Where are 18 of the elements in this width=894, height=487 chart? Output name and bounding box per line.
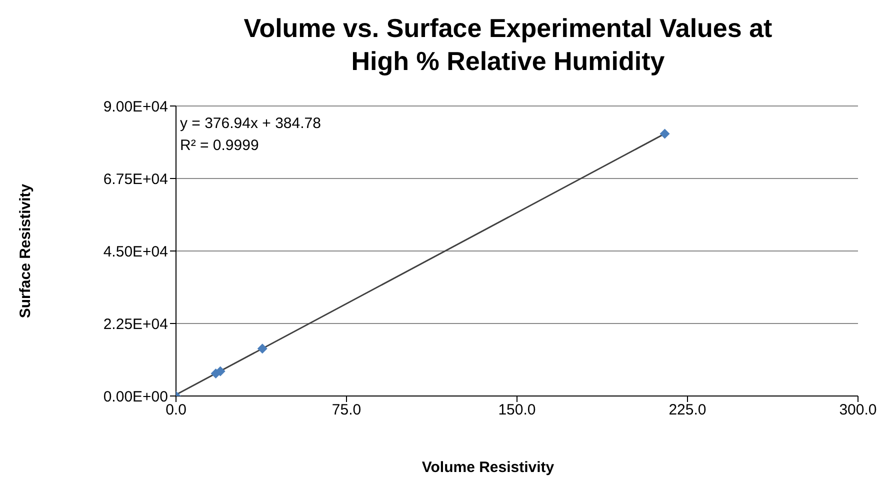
x-tick-label: 150.0	[498, 402, 536, 419]
point	[215, 366, 226, 376]
x-tick-label: 75.0	[332, 402, 362, 419]
point	[257, 344, 268, 354]
y-tick-label: 9.00E+04	[103, 98, 168, 116]
x-tick-label: 0.0	[166, 402, 186, 419]
y-tick-label: 4.50E+04	[103, 243, 168, 260]
y-tick-label: 0.00E+00	[103, 388, 168, 406]
y-tick-label: 2.25E+04	[103, 316, 168, 333]
y-axis-title: Surface Resistivity	[17, 183, 34, 318]
x-tick-label: 300.0	[839, 402, 877, 419]
chart-title: Volume vs. Surface Experimental Values at High % Relative Humidity	[242, 12, 774, 78]
annotation: R² = 0.9999	[180, 137, 259, 154]
y-tick-label: 6.75E+04	[103, 170, 168, 188]
annotation: y = 376.94x + 384.78	[180, 115, 321, 132]
point	[660, 128, 670, 139]
x-axis-title: Volume Resistivity	[422, 459, 555, 476]
x-tick-label: 225.0	[668, 402, 706, 419]
